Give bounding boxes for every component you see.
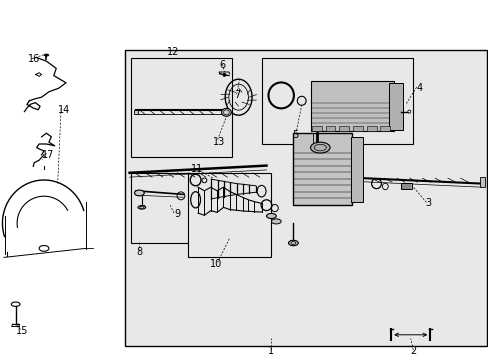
- Bar: [261, 58, 412, 144]
- Text: 3: 3: [425, 198, 431, 208]
- Bar: [310, 81, 393, 131]
- Bar: [311, 126, 321, 131]
- Text: 12: 12: [167, 47, 180, 57]
- Ellipse shape: [266, 213, 276, 219]
- Bar: [188, 173, 271, 257]
- Text: 1: 1: [268, 346, 274, 356]
- Bar: [350, 137, 363, 202]
- Text: 7: 7: [233, 90, 240, 100]
- Bar: [293, 133, 351, 205]
- Text: 16: 16: [28, 54, 41, 64]
- Bar: [479, 177, 484, 187]
- Bar: [325, 126, 335, 131]
- Text: 4: 4: [416, 83, 422, 93]
- Text: 14: 14: [58, 105, 70, 115]
- Ellipse shape: [310, 142, 329, 153]
- Bar: [400, 183, 411, 189]
- Bar: [380, 126, 389, 131]
- Text: 8: 8: [136, 247, 142, 257]
- Text: 2: 2: [409, 346, 415, 356]
- Ellipse shape: [44, 54, 49, 56]
- Text: 11: 11: [190, 164, 203, 174]
- Bar: [130, 173, 190, 243]
- Bar: [130, 58, 232, 157]
- Text: 9: 9: [174, 209, 180, 219]
- Text: 6: 6: [219, 60, 225, 70]
- Text: 10: 10: [209, 258, 222, 269]
- Text: 5: 5: [292, 130, 298, 140]
- Bar: [134, 110, 138, 114]
- Bar: [366, 126, 376, 131]
- Ellipse shape: [138, 206, 145, 209]
- Ellipse shape: [407, 110, 410, 113]
- Bar: [388, 83, 403, 130]
- Ellipse shape: [271, 219, 281, 224]
- Ellipse shape: [221, 108, 231, 116]
- Text: 17: 17: [41, 150, 54, 160]
- Text: 13: 13: [212, 137, 224, 147]
- Ellipse shape: [11, 302, 20, 306]
- Ellipse shape: [288, 240, 298, 246]
- Text: 15: 15: [16, 326, 28, 336]
- Bar: [339, 126, 348, 131]
- Ellipse shape: [134, 190, 144, 196]
- Bar: [124, 50, 486, 346]
- Bar: [352, 126, 362, 131]
- Ellipse shape: [223, 73, 225, 77]
